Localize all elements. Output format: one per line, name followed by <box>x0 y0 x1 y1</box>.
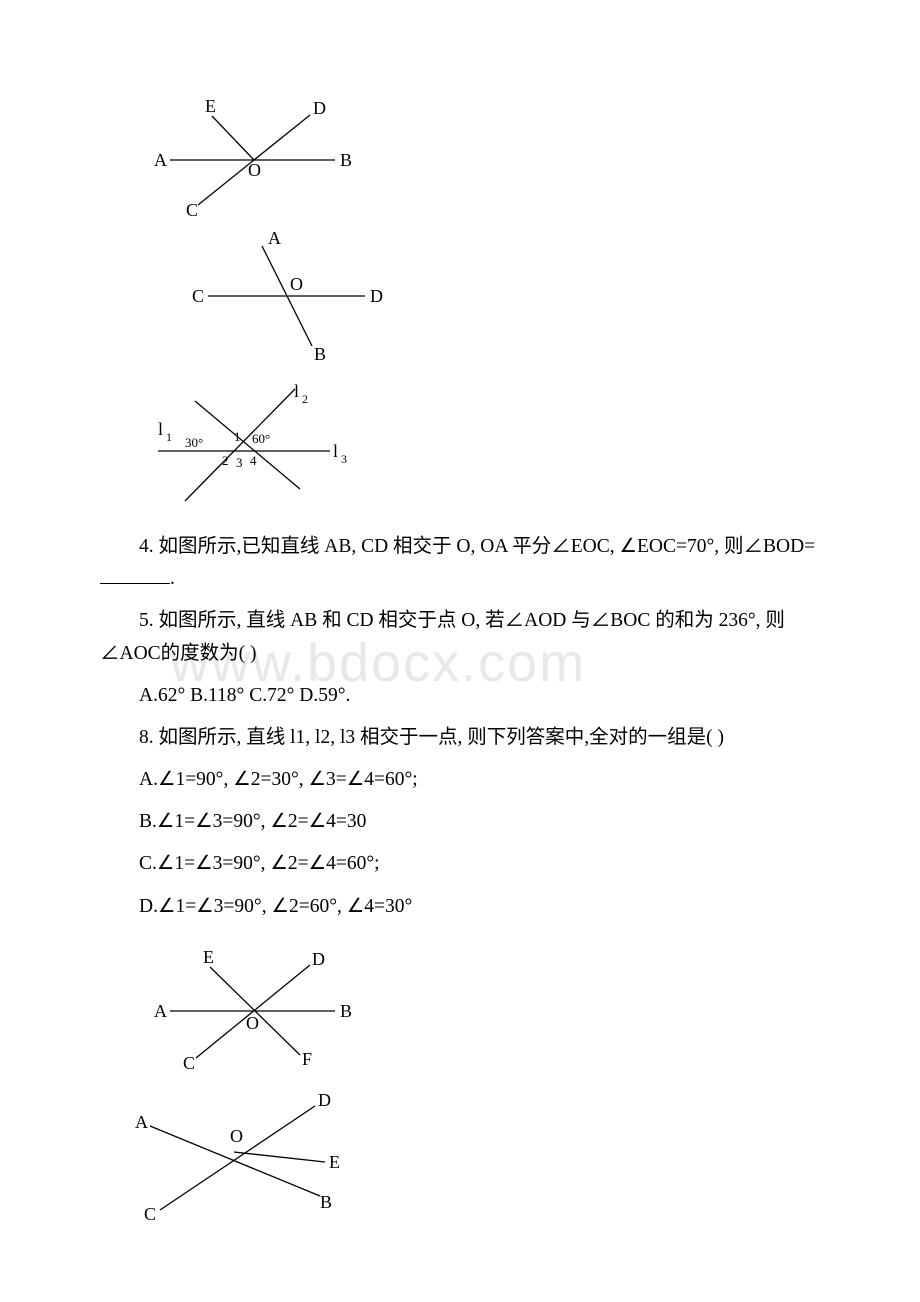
fig4-label-D: D <box>312 949 325 969</box>
figure-4: E D A B C F O <box>150 943 820 1078</box>
fig3-a3: 3 <box>236 455 243 470</box>
fig3-a4: 4 <box>250 453 257 468</box>
fig3-label-sub2: 2 <box>302 392 308 406</box>
fig3-ang30: 30° <box>185 435 203 450</box>
fig2-label-B: B <box>314 344 326 364</box>
fig4-label-O: O <box>246 1013 259 1033</box>
fig2-label-A: A <box>268 228 281 248</box>
fig3-label-l1: l <box>158 419 163 439</box>
fig5-label-D: D <box>318 1090 331 1110</box>
question-8: 8. 如图所示, 直线 l1, l2, l3 相交于一点, 则下列答案中,全对的… <box>100 722 820 754</box>
q4-suffix: . <box>170 568 175 589</box>
question-8-opt-a: A.∠1=90°, ∠2=30°, ∠3=∠4=60°; <box>100 764 820 796</box>
question-5-options: A.62° B.118° C.72° D.59°. <box>100 680 820 712</box>
fig4-label-C: C <box>183 1053 195 1073</box>
question-8-opt-b: B.∠1=∠3=90°, ∠2=∠4=30 <box>100 806 820 838</box>
fig3-label-l3: l <box>333 441 338 461</box>
fig3-a2: 2 <box>222 453 229 468</box>
fig1-label-D: D <box>313 98 326 118</box>
q4-blank <box>100 583 170 584</box>
fig2-label-D: D <box>370 286 383 306</box>
figure-5: A D O E C B <box>130 1088 820 1228</box>
fig1-label-A: A <box>154 150 167 170</box>
figure-3: l 1 l 2 l 3 30° 60° 1 2 3 4 <box>140 381 820 521</box>
fig1-label-E: E <box>205 96 216 116</box>
fig2-label-O: O <box>290 274 303 294</box>
question-4: 4. 如图所示,已知直线 AB, CD 相交于 O, OA 平分∠EOC, ∠E… <box>100 531 820 595</box>
fig3-label-sub3: 3 <box>341 452 347 466</box>
fig3-ang60: 60° <box>252 431 270 446</box>
figure-2: A C O D B <box>190 228 820 373</box>
fig4-label-B: B <box>340 1001 352 1021</box>
fig1-label-C: C <box>186 200 198 220</box>
question-8-opt-d: D.∠1=∠3=90°, ∠2=60°, ∠4=30° <box>100 891 820 923</box>
fig3-label-l2: l <box>294 381 299 401</box>
q4-text: 4. 如图所示,已知直线 AB, CD 相交于 O, OA 平分∠EOC, ∠E… <box>139 536 815 557</box>
fig5-label-A: A <box>135 1112 148 1132</box>
fig5-label-E: E <box>329 1152 340 1172</box>
figure-1: E D A B C O <box>150 90 820 220</box>
fig5-label-B: B <box>320 1192 332 1212</box>
question-5: 5. 如图所示, 直线 AB 和 CD 相交于点 O, 若∠AOD 与∠BOC … <box>100 605 820 669</box>
fig2-label-C: C <box>192 286 204 306</box>
fig1-label-O: O <box>248 160 261 180</box>
fig3-a1: 1 <box>234 429 241 444</box>
fig5-label-C: C <box>144 1204 156 1224</box>
fig4-label-A: A <box>154 1001 167 1021</box>
fig1-label-B: B <box>340 150 352 170</box>
fig4-label-F: F <box>302 1049 312 1069</box>
fig5-label-O: O <box>230 1126 243 1146</box>
question-8-opt-c: C.∠1=∠3=90°, ∠2=∠4=60°; <box>100 848 820 880</box>
fig4-label-E: E <box>203 947 214 967</box>
fig3-label-sub1: 1 <box>166 430 172 444</box>
